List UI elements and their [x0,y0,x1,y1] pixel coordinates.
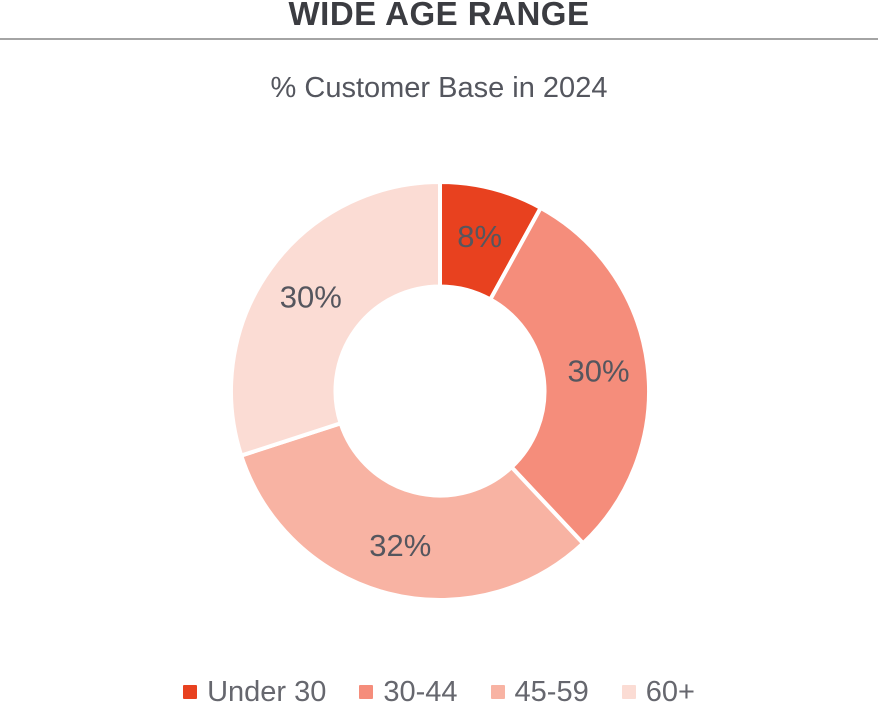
chart-legend: Under 30 30-44 45-59 60+ [0,674,878,710]
donut-segment-45-59 [239,421,586,602]
legend-label-under-30: Under 30 [207,675,327,708]
slice-data-label-30-44: 30% [567,354,629,389]
slice-data-label-60: 30% [280,280,342,315]
donut-segment-60 [229,180,442,458]
legend-label-60-plus: 60+ [645,675,695,708]
title-divider-line [0,38,878,40]
legend-swatch-under-30 [183,685,198,699]
legend-item-45-59: 45-59 [490,675,589,709]
legend-swatch-30-44 [359,685,374,699]
legend-label-30-44: 30-44 [383,675,458,708]
legend-swatch-60-plus [621,685,636,699]
chart-subtitle: % Customer Base in 2024 [270,72,608,104]
donut-segment-30-44 [488,205,651,546]
slice-data-label-under-30: 8% [457,219,502,254]
page-title: WIDE AGE RANGE [288,0,590,32]
legend-item-60-plus: 60+ [621,675,695,709]
legend-item-under-30: Under 30 [183,676,326,709]
slice-data-label-45-59: 32% [369,528,431,563]
legend-item-30-44: 30-44 [359,675,458,709]
legend-swatch-45-59 [490,685,505,699]
legend-label-45-59: 45-59 [514,675,589,708]
